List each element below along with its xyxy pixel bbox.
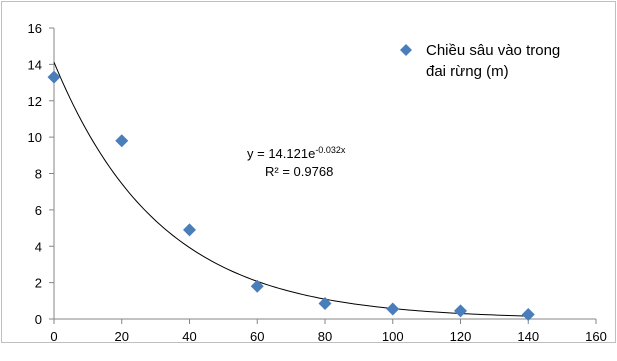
y-tick-label: 8 <box>35 167 42 182</box>
x-tick-label: 100 <box>382 329 404 344</box>
y-tick-label: 4 <box>35 239 42 254</box>
x-tick-label: 160 <box>585 329 607 344</box>
x-tick-label: 20 <box>115 329 129 344</box>
data-point-diamond <box>454 304 467 318</box>
data-point-diamond <box>250 279 264 293</box>
legend: Chiều sâu vào trong đai rừng (m) <box>400 42 560 80</box>
x-tick-label: 40 <box>182 329 196 344</box>
legend-label-line-2: đai rừng (m) <box>426 63 509 80</box>
y-tick-label: 2 <box>35 276 42 291</box>
x-tick-label: 80 <box>318 329 332 344</box>
data-point-diamond <box>47 70 61 84</box>
y-tick-label: 16 <box>28 21 42 36</box>
chart-border <box>1 1 616 343</box>
trendline-equation-exponent: -0.032x <box>315 145 346 155</box>
legend-marker-diamond <box>400 44 412 56</box>
y-tick-label: 6 <box>35 203 42 218</box>
x-tick-label: 0 <box>50 329 57 344</box>
trendline-layer <box>53 61 529 317</box>
y-tick-label: 14 <box>28 57 42 72</box>
data-point-diamond <box>521 307 535 321</box>
y-tick-label: 10 <box>28 130 42 145</box>
data-point-diamond <box>115 134 129 148</box>
x-tick-label: 120 <box>450 329 472 344</box>
trendline-r-squared: R² = 0.9768 <box>265 164 333 179</box>
marker-layer <box>47 70 535 321</box>
y-tick-label: 12 <box>28 94 42 109</box>
trendline-equation-main: y = 14.121e <box>247 146 315 161</box>
x-tick-label: 140 <box>517 329 539 344</box>
trendline-equation: y = 14.121e-0.032x <box>247 145 346 161</box>
x-tick-label: 60 <box>250 329 264 344</box>
y-tick-label: 0 <box>35 312 42 327</box>
legend-label-line-1: Chiều sâu vào trong <box>426 42 560 59</box>
trendline-curve <box>53 61 529 317</box>
data-point-diamond <box>183 223 196 237</box>
data-point-diamond <box>386 302 400 316</box>
data-point-diamond <box>318 297 332 311</box>
